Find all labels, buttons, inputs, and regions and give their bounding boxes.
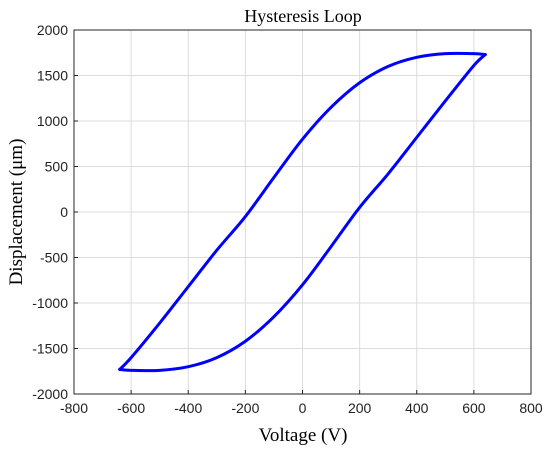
tick-layer: -800 -600 -400 -200 0 200 400 600 800-2000-1500-… xyxy=(32,22,543,416)
x-tick-label: 600 xyxy=(462,400,486,416)
chart-title: Hysteresis Loop xyxy=(244,6,361,26)
x-tick-label: 800 xyxy=(519,400,543,416)
x-tick-label: -400 xyxy=(174,400,202,416)
grid-layer xyxy=(73,29,532,395)
x-tick-label: 400 xyxy=(405,400,429,416)
series-layer xyxy=(118,51,487,373)
y-axis-label: Displacement (μm) xyxy=(6,139,27,286)
x-tick-label: 200 xyxy=(348,400,372,416)
y-tick-label: -1000 xyxy=(32,295,68,311)
y-tick-label: 500 xyxy=(45,159,69,175)
x-tick-label: -200 xyxy=(231,400,259,416)
series-line-descending-branch xyxy=(118,53,487,373)
y-tick-label: 2000 xyxy=(37,22,68,38)
y-tick-label: 1500 xyxy=(37,68,68,84)
y-tick-label: 0 xyxy=(60,204,68,220)
x-axis-label: Voltage (V) xyxy=(259,425,348,446)
y-tick-label: -2000 xyxy=(32,386,68,402)
series-line-ascending-branch xyxy=(118,51,487,371)
x-tick-label: 0 xyxy=(299,400,307,416)
y-tick-label: 1000 xyxy=(37,113,68,129)
x-tick-label: -800 xyxy=(60,400,88,416)
x-tick-label: -600 xyxy=(117,400,145,416)
y-tick-label: -1500 xyxy=(32,341,68,357)
y-tick-label: -500 xyxy=(40,250,68,266)
